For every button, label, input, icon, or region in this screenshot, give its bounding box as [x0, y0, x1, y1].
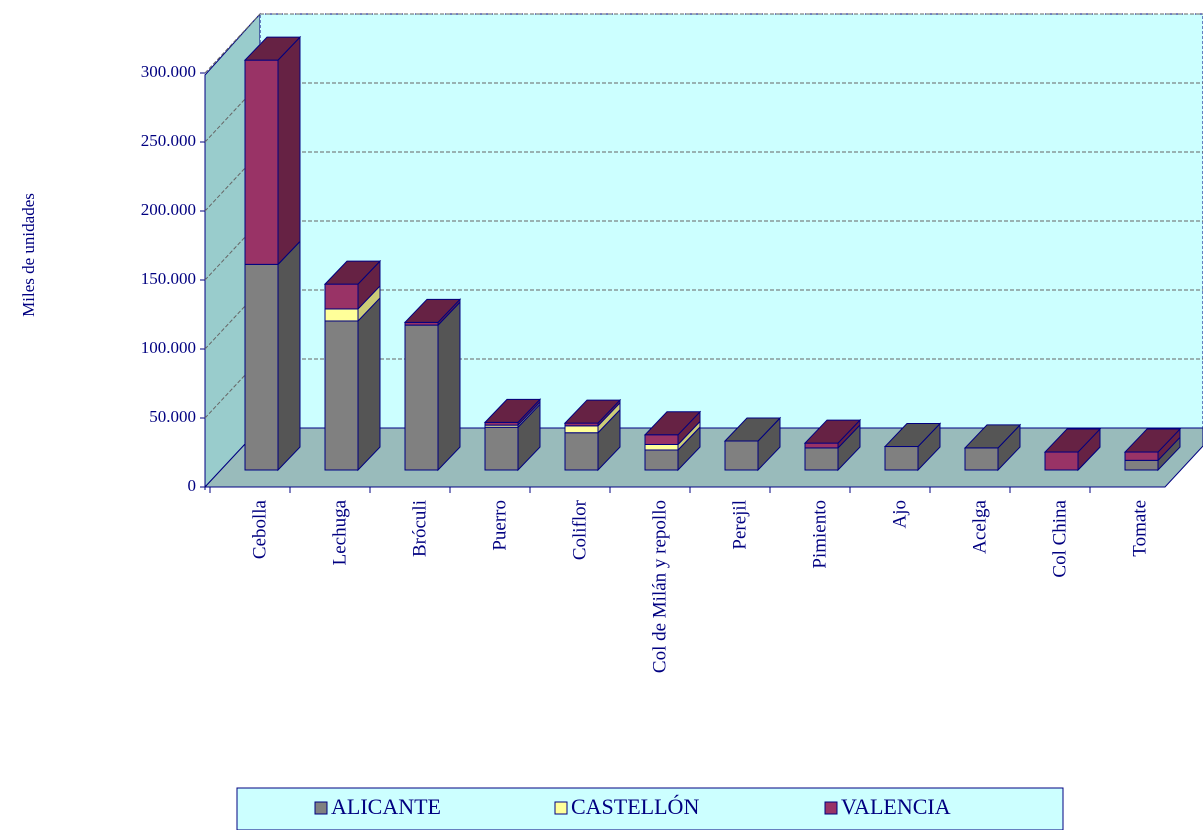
- bar: [804, 447, 839, 471]
- bar: [804, 442, 839, 449]
- bar-top: [1043, 428, 1102, 453]
- grid-line: [204, 13, 261, 74]
- bar-top: [643, 411, 702, 436]
- x-tick-label: Perejil: [729, 500, 750, 550]
- bar-top: [483, 398, 542, 423]
- y-tick-label: 300.000: [141, 62, 196, 81]
- bar-top: [563, 399, 622, 424]
- bar-top: [323, 260, 382, 285]
- bar-side: [277, 240, 301, 472]
- x-tick-label: Acelga: [969, 499, 990, 553]
- bar: [564, 432, 599, 471]
- bar: [404, 324, 439, 471]
- bar: [1044, 451, 1079, 471]
- x-tick-label: Coliflor: [569, 499, 590, 560]
- bar: [324, 320, 359, 471]
- bar-top: [803, 419, 862, 444]
- bar-top: [403, 298, 462, 323]
- bar-top: [883, 423, 942, 448]
- y-tick-label: 200.000: [141, 200, 196, 219]
- bar: [644, 449, 679, 471]
- legend-swatch: [824, 801, 838, 815]
- x-tick-label: Puerro: [489, 500, 510, 551]
- bar-side: [437, 300, 461, 472]
- bar: [244, 263, 279, 471]
- x-tick-label: Pimiento: [809, 500, 830, 569]
- x-tick-label: Cebolla: [249, 499, 270, 559]
- x-tick-label: Col China: [1049, 499, 1070, 577]
- legend-label: VALENCIA: [841, 794, 951, 819]
- legend-swatch: [554, 801, 568, 815]
- bar-top: [243, 36, 302, 61]
- legend-label: ALICANTE: [331, 794, 441, 819]
- bar: [724, 440, 759, 471]
- bar-side: [277, 35, 301, 266]
- bar: [1124, 451, 1159, 461]
- bar: [484, 426, 519, 471]
- x-tick-label: Tomate: [1129, 500, 1150, 557]
- y-tick-label: 250.000: [141, 131, 196, 150]
- y-tick-label: 100.000: [141, 338, 196, 357]
- x-tick-label: Col de Milán y repollo: [649, 500, 670, 673]
- x-tick-label: Lechuga: [329, 499, 350, 565]
- bar: [244, 59, 279, 265]
- y-axis-label: Miles de unidades: [19, 193, 38, 317]
- bar: [564, 425, 599, 434]
- bar-top: [723, 417, 782, 442]
- y-tick-label: 50.000: [149, 407, 196, 426]
- bar-side: [357, 296, 381, 472]
- bar: [644, 443, 679, 451]
- bar-top: [1123, 428, 1182, 453]
- y-tick-label: 150.000: [141, 269, 196, 288]
- x-tick-label: Bróculi: [409, 500, 430, 557]
- bar: [644, 434, 679, 445]
- bar: [1124, 459, 1159, 471]
- x-tick-label: Ajo: [889, 500, 910, 529]
- legend: [236, 787, 1064, 830]
- bar: [964, 447, 999, 471]
- bar: [324, 308, 359, 322]
- y-tick-label: 0: [188, 476, 197, 495]
- bar-top: [963, 424, 1022, 449]
- legend-swatch: [314, 801, 328, 815]
- bar: [884, 446, 919, 471]
- legend-label: CASTELLÓN: [571, 794, 699, 819]
- bar: [324, 283, 359, 310]
